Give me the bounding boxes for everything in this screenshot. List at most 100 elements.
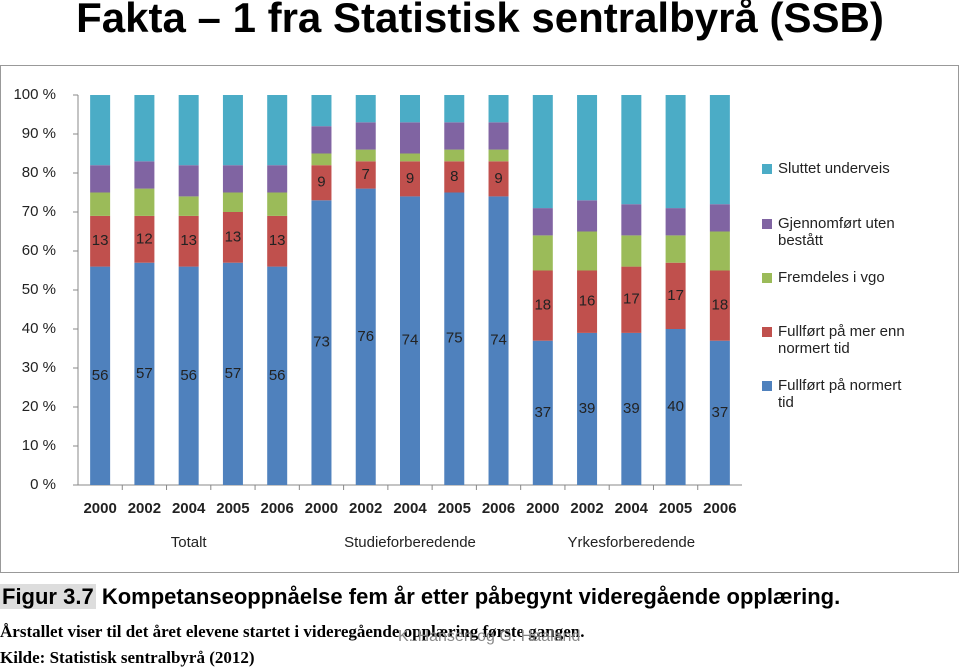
legend-item: Gjennomført uten bestått (762, 215, 918, 249)
y-tick-label: 10 % (22, 437, 56, 454)
data-label: 74 (402, 332, 419, 349)
data-label: 18 (534, 297, 551, 314)
bar-segment (355, 161, 376, 189)
data-label: 75 (446, 330, 463, 347)
bar-segment (90, 165, 111, 193)
bar-segment (267, 266, 288, 485)
data-label: 13 (225, 228, 242, 245)
figure-heading: Kompetanseoppnåelse fem år etter påbegyn… (101, 584, 841, 609)
group-label: Studieforberedende (344, 534, 476, 551)
data-label: 56 (180, 367, 197, 384)
data-label: 18 (712, 297, 729, 314)
bar-segment (709, 231, 730, 271)
bar-segment (178, 196, 199, 216)
x-tick-label: 2000 (526, 500, 559, 517)
bar-segment (577, 200, 598, 232)
x-tick-label: 2002 (349, 500, 382, 517)
bar-segment (311, 165, 332, 201)
bar-segment (577, 270, 598, 333)
bar-segment (90, 95, 111, 166)
bar-segment (355, 122, 376, 150)
x-tick-label: 2000 (83, 500, 116, 517)
legend-swatch (762, 273, 772, 283)
bar-segment (621, 95, 642, 205)
slide-title: Fakta – 1 fra Statistisk sentralbyrå (SS… (76, 0, 884, 41)
x-tick-label: 2005 (438, 500, 471, 517)
legend-swatch (762, 381, 772, 391)
data-label: 17 (667, 287, 684, 304)
legend-label: Gjennomført uten bestått (778, 215, 895, 249)
y-tick-label: 40 % (22, 320, 56, 337)
bar-segment (577, 332, 598, 485)
data-label: 57 (225, 365, 242, 382)
bar-segment (222, 212, 243, 263)
data-label: 40 (667, 398, 684, 415)
chart: 0 % 10 % 20 % 30 % 40 % 50 % 60 % 70 % 80 % 90 % 1… (0, 65, 959, 573)
legend-label: Fullført på mer enn normert tid (778, 323, 905, 357)
legend-label: Sluttet underveis (778, 160, 890, 177)
bar-segment (665, 95, 686, 209)
data-label: 9 (406, 170, 414, 187)
bar-segment (178, 266, 199, 485)
data-label: 56 (269, 367, 286, 384)
bar-segment (488, 149, 509, 162)
data-label: 56 (92, 367, 109, 384)
data-label: 16 (579, 293, 596, 310)
data-label: 74 (490, 332, 507, 349)
bar-segment (577, 231, 598, 271)
data-label: 37 (712, 404, 729, 421)
bar-segment (488, 95, 509, 123)
bar-segment (621, 332, 642, 485)
y-tick-label: 20 % (22, 398, 56, 415)
data-label: 17 (623, 291, 640, 308)
bar-segment (178, 95, 199, 166)
data-label: 13 (92, 232, 109, 249)
x-tick-label: 2000 (305, 500, 338, 517)
data-label: 8 (450, 168, 458, 185)
bar-segment (621, 204, 642, 236)
bar-segment (709, 95, 730, 205)
bar-segment (311, 153, 332, 166)
bar-segment (709, 204, 730, 232)
x-tick-label: 2004 (615, 500, 649, 517)
bar-segment (444, 161, 465, 193)
x-tick-label: 2002 (128, 500, 161, 517)
bar-segment (90, 266, 111, 485)
legend-swatch (762, 164, 772, 174)
bar-segment (444, 95, 465, 123)
bar-segment (267, 165, 288, 193)
data-label: 13 (180, 232, 197, 249)
x-tick-label: 2004 (172, 500, 206, 517)
group-label: Totalt (171, 534, 208, 551)
bar-segment (444, 122, 465, 150)
bar-segment (665, 235, 686, 263)
data-label: 12 (136, 230, 153, 247)
data-label: 57 (136, 365, 153, 382)
bar-segment (311, 95, 332, 127)
legend-label: Fullført på normert tid (778, 377, 902, 411)
y-tick-label: 0 % (30, 476, 56, 493)
bar-segment (532, 340, 553, 485)
legend-swatch (762, 219, 772, 229)
bar-segment (134, 215, 155, 263)
bar-segment (709, 270, 730, 341)
bar-segment (311, 126, 332, 154)
bar-segment (444, 192, 465, 485)
bar-segment (134, 95, 155, 162)
x-tick-label: 2005 (216, 500, 249, 517)
bar-segment (532, 270, 553, 341)
group-label: Yrkesforberedende (568, 534, 696, 551)
bar-segment (532, 95, 553, 209)
legend-swatch (762, 327, 772, 337)
bar-segment (444, 149, 465, 162)
bar-segment (621, 266, 642, 333)
y-tick-label: 70 % (22, 203, 56, 220)
bar-segment (400, 95, 420, 123)
bar-segment (488, 122, 509, 150)
bar-segment (665, 262, 686, 329)
footer: K. Hansen og G. Haaland (398, 628, 581, 645)
data-label: 7 (362, 166, 370, 183)
bar-segment (267, 215, 288, 267)
bar-segment (267, 192, 288, 216)
bar-segment (311, 200, 332, 486)
